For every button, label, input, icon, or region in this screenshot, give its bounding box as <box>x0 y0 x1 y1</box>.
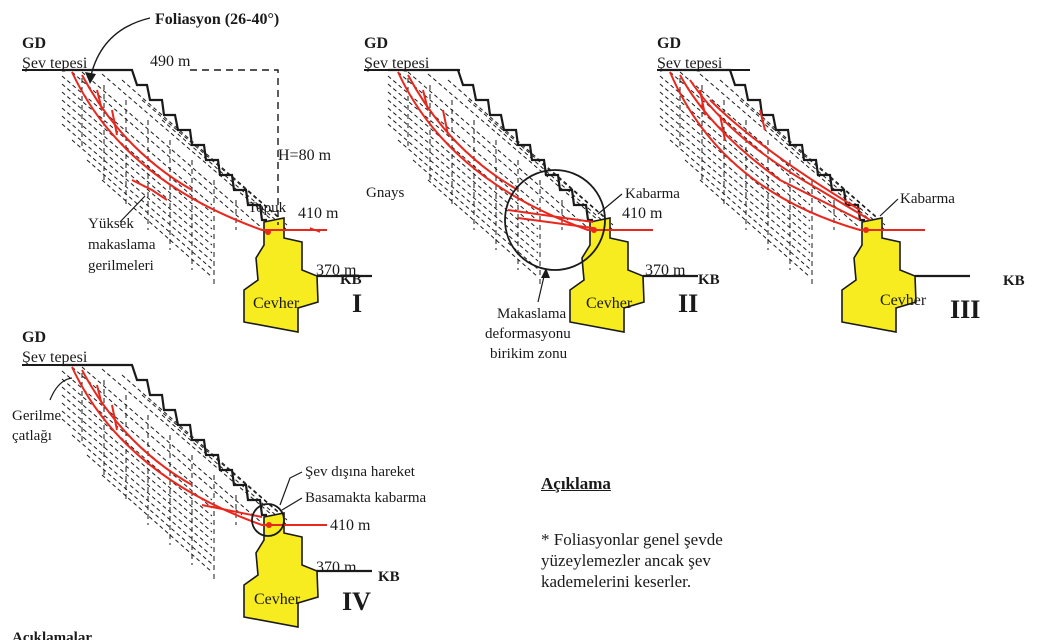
panel-roman-4: IV <box>342 587 371 616</box>
elevation-top-1: 490 m <box>150 53 191 70</box>
gd-label-3: GD <box>657 35 681 52</box>
elevation-toe-4: 410 m <box>330 517 371 534</box>
ore-label-4: Cevher <box>254 591 301 608</box>
gd-label-2: GD <box>364 35 388 52</box>
kb-label-2: KB <box>698 272 720 288</box>
zone-line-1: Makaslama <box>497 306 566 322</box>
panel-roman-2: II <box>678 289 698 318</box>
bulge-label-2: Kabarma <box>625 186 680 202</box>
panel-3 <box>658 68 972 334</box>
foliation-label: Foliasyon (26-40°) <box>155 11 279 28</box>
panel-4 <box>60 363 374 629</box>
gd-label-4: GD <box>22 329 46 346</box>
panel-2 <box>386 68 700 334</box>
elevation-bottom-4: 370 m <box>316 559 357 576</box>
ore-label-1: Cevher <box>253 295 300 312</box>
movement-label: Şev dışına hareket <box>305 464 416 480</box>
kb-label-3: KB <box>1003 273 1025 289</box>
zone-line-2: deformasyonu <box>485 326 571 342</box>
crest-label-2: Şev tepesi <box>364 55 430 72</box>
kb-label-4: KB <box>378 569 400 585</box>
elevation-bottom-1: 370 m <box>316 262 357 279</box>
kb-label-1: KB <box>340 272 362 288</box>
stress-line-3: gerilmeleri <box>88 258 154 274</box>
panel-roman-3: III <box>950 295 980 324</box>
gd-label-1: GD <box>22 35 46 52</box>
footer-heading: Açıklamalar <box>12 630 92 640</box>
elevation-bottom-2: 370 m <box>645 262 686 279</box>
height-label-1: H=80 m <box>278 147 332 164</box>
gneiss-label: Gnays <box>366 185 404 201</box>
crest-label-1: Şev tepesi <box>22 55 88 72</box>
legend-heading: Açıklama <box>541 474 611 493</box>
crest-label-4: Şev tepesi <box>22 349 88 366</box>
crack-line-1: Gerilme <box>12 408 61 424</box>
ore-label-2: Cevher <box>586 295 633 312</box>
stress-line-2: makaslama <box>88 237 156 253</box>
toe-label-1: Topuk <box>248 200 287 216</box>
panel-roman-1: I <box>352 289 362 318</box>
elevation-toe-1: 410 m <box>298 205 339 222</box>
legend-text-1: * Foliasyonlar genel şevde <box>541 530 723 549</box>
crest-label-3: Şev tepesi <box>657 55 723 72</box>
crack-line-2: çatlağı <box>12 428 52 444</box>
step-bulge-label: Basamakta kabarma <box>305 490 427 506</box>
stress-line-1: Yüksek <box>88 216 134 232</box>
panel-1 <box>60 68 374 334</box>
ore-label-3: Cevher <box>880 292 927 309</box>
zone-line-3: birikim zonu <box>490 346 568 362</box>
elevation-toe-2: 410 m <box>622 205 663 222</box>
legend-text-2: yüzeylemezler ancak şev <box>541 551 711 570</box>
bulge-label-3: Kabarma <box>900 191 955 207</box>
legend-text-3: kademelerini keserler. <box>541 572 692 591</box>
